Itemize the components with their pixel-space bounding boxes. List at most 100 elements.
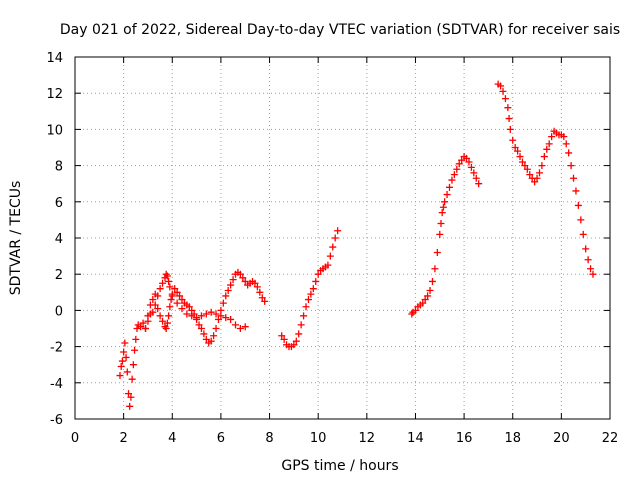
data-point-marker <box>202 310 210 318</box>
data-point-marker <box>560 133 568 141</box>
grid <box>75 57 610 419</box>
data-point-marker <box>116 372 124 380</box>
x-tick-label: 6 <box>217 431 225 446</box>
y-axis-ticks: -6 -4 -2 0 2 4 6 8 10 12 14 <box>46 51 610 428</box>
data-point-marker <box>207 308 215 316</box>
data-point-marker <box>162 325 170 332</box>
data-point-marker <box>304 296 312 304</box>
data-point-marker <box>314 270 322 278</box>
data-point-marker <box>253 283 261 291</box>
x-tick-label: 8 <box>265 431 273 446</box>
data-point-marker <box>521 162 529 170</box>
data-point-marker <box>120 348 128 356</box>
x-tick-label: 14 <box>407 431 424 446</box>
data-point-marker <box>118 357 126 365</box>
data-point-marker <box>572 187 580 195</box>
data-point-marker <box>165 277 173 285</box>
y-tick-label: 8 <box>55 160 63 175</box>
x-tick-label: 20 <box>553 431 570 446</box>
data-point-marker <box>173 299 181 307</box>
data-point-marker <box>154 305 162 313</box>
y-tick-label: 12 <box>46 87 63 102</box>
data-point-marker <box>538 162 546 170</box>
data-point-marker <box>509 136 517 144</box>
data-point-marker <box>137 323 145 331</box>
data-point-marker <box>193 314 201 322</box>
data-point-marker <box>433 248 441 256</box>
data-point-marker <box>499 87 507 95</box>
data-point-marker <box>514 147 522 155</box>
x-axis-label: GPS time / hours <box>281 458 398 474</box>
data-point-marker <box>149 296 157 304</box>
data-point-marker <box>229 276 237 284</box>
data-point-marker <box>567 162 575 170</box>
data-point-marker <box>241 277 249 285</box>
data-point-marker <box>125 390 132 398</box>
data-point-marker <box>128 375 136 383</box>
data-point-marker <box>197 325 205 332</box>
data-point-marker <box>506 125 514 133</box>
data-point-marker <box>295 330 303 338</box>
data-point-marker <box>439 203 447 211</box>
data-point-marker <box>167 296 175 304</box>
x-tick-label: 10 <box>310 431 327 446</box>
chart-title: Day 021 of 2022, Sidereal Day-to-day VTE… <box>60 22 620 38</box>
data-point-marker <box>329 243 337 251</box>
data-point-marker <box>419 299 427 307</box>
data-point-marker <box>122 353 130 361</box>
y-tick-label: 14 <box>46 51 63 66</box>
data-point-marker <box>431 265 439 273</box>
plot-frame <box>74 56 611 420</box>
data-point-marker <box>183 310 191 318</box>
data-point-marker <box>543 145 551 153</box>
data-point-marker <box>144 312 152 320</box>
data-point-marker <box>334 227 342 235</box>
data-point-marker <box>232 321 239 329</box>
y-axis-label: SDTVAR / TECUs <box>8 181 24 296</box>
data-point-marker <box>146 301 154 309</box>
data-point-marker <box>540 153 548 161</box>
data-point-marker <box>178 305 186 313</box>
data-point-marker <box>227 315 235 323</box>
data-point-marker <box>455 160 463 168</box>
data-point-marker <box>165 312 173 320</box>
data-point-marker <box>163 272 171 280</box>
data-point-marker <box>453 165 461 173</box>
data-point-marker <box>324 261 332 269</box>
data-point-marker <box>309 285 317 293</box>
data-point-marker <box>166 303 174 311</box>
data-point-marker <box>256 288 264 296</box>
x-tick-label: 12 <box>359 431 376 446</box>
data-point-marker <box>224 286 232 294</box>
data-point-marker <box>178 296 186 304</box>
data-point-marker <box>280 335 288 343</box>
x-tick-label: 18 <box>504 431 521 446</box>
data-point-marker <box>133 325 141 332</box>
data-point-marker <box>531 178 539 186</box>
y-tick-label: -6 <box>50 413 63 428</box>
data-point-marker <box>297 321 305 329</box>
data-point-marker <box>426 286 434 294</box>
y-tick-label: 2 <box>55 268 63 283</box>
data-point-marker <box>424 292 432 300</box>
data-point-marker <box>526 171 534 179</box>
data-point-marker <box>117 363 125 371</box>
data-series <box>116 268 269 410</box>
data-point-marker <box>222 292 230 300</box>
x-tick-label: 4 <box>168 431 176 446</box>
data-point-marker <box>584 256 592 264</box>
data-point-marker <box>562 140 570 148</box>
data-point-marker <box>227 281 235 289</box>
data-point-marker <box>222 314 230 322</box>
data-point-marker <box>587 265 595 273</box>
data-point-marker <box>185 303 193 311</box>
data-point-marker <box>217 312 225 320</box>
data-point-marker <box>443 191 451 199</box>
data-point-marker <box>241 323 249 331</box>
data-point-marker <box>236 325 244 332</box>
data-point-marker <box>312 277 320 285</box>
data-point-marker <box>450 171 458 179</box>
data-series <box>142 270 249 332</box>
data-point-marker <box>437 220 445 228</box>
